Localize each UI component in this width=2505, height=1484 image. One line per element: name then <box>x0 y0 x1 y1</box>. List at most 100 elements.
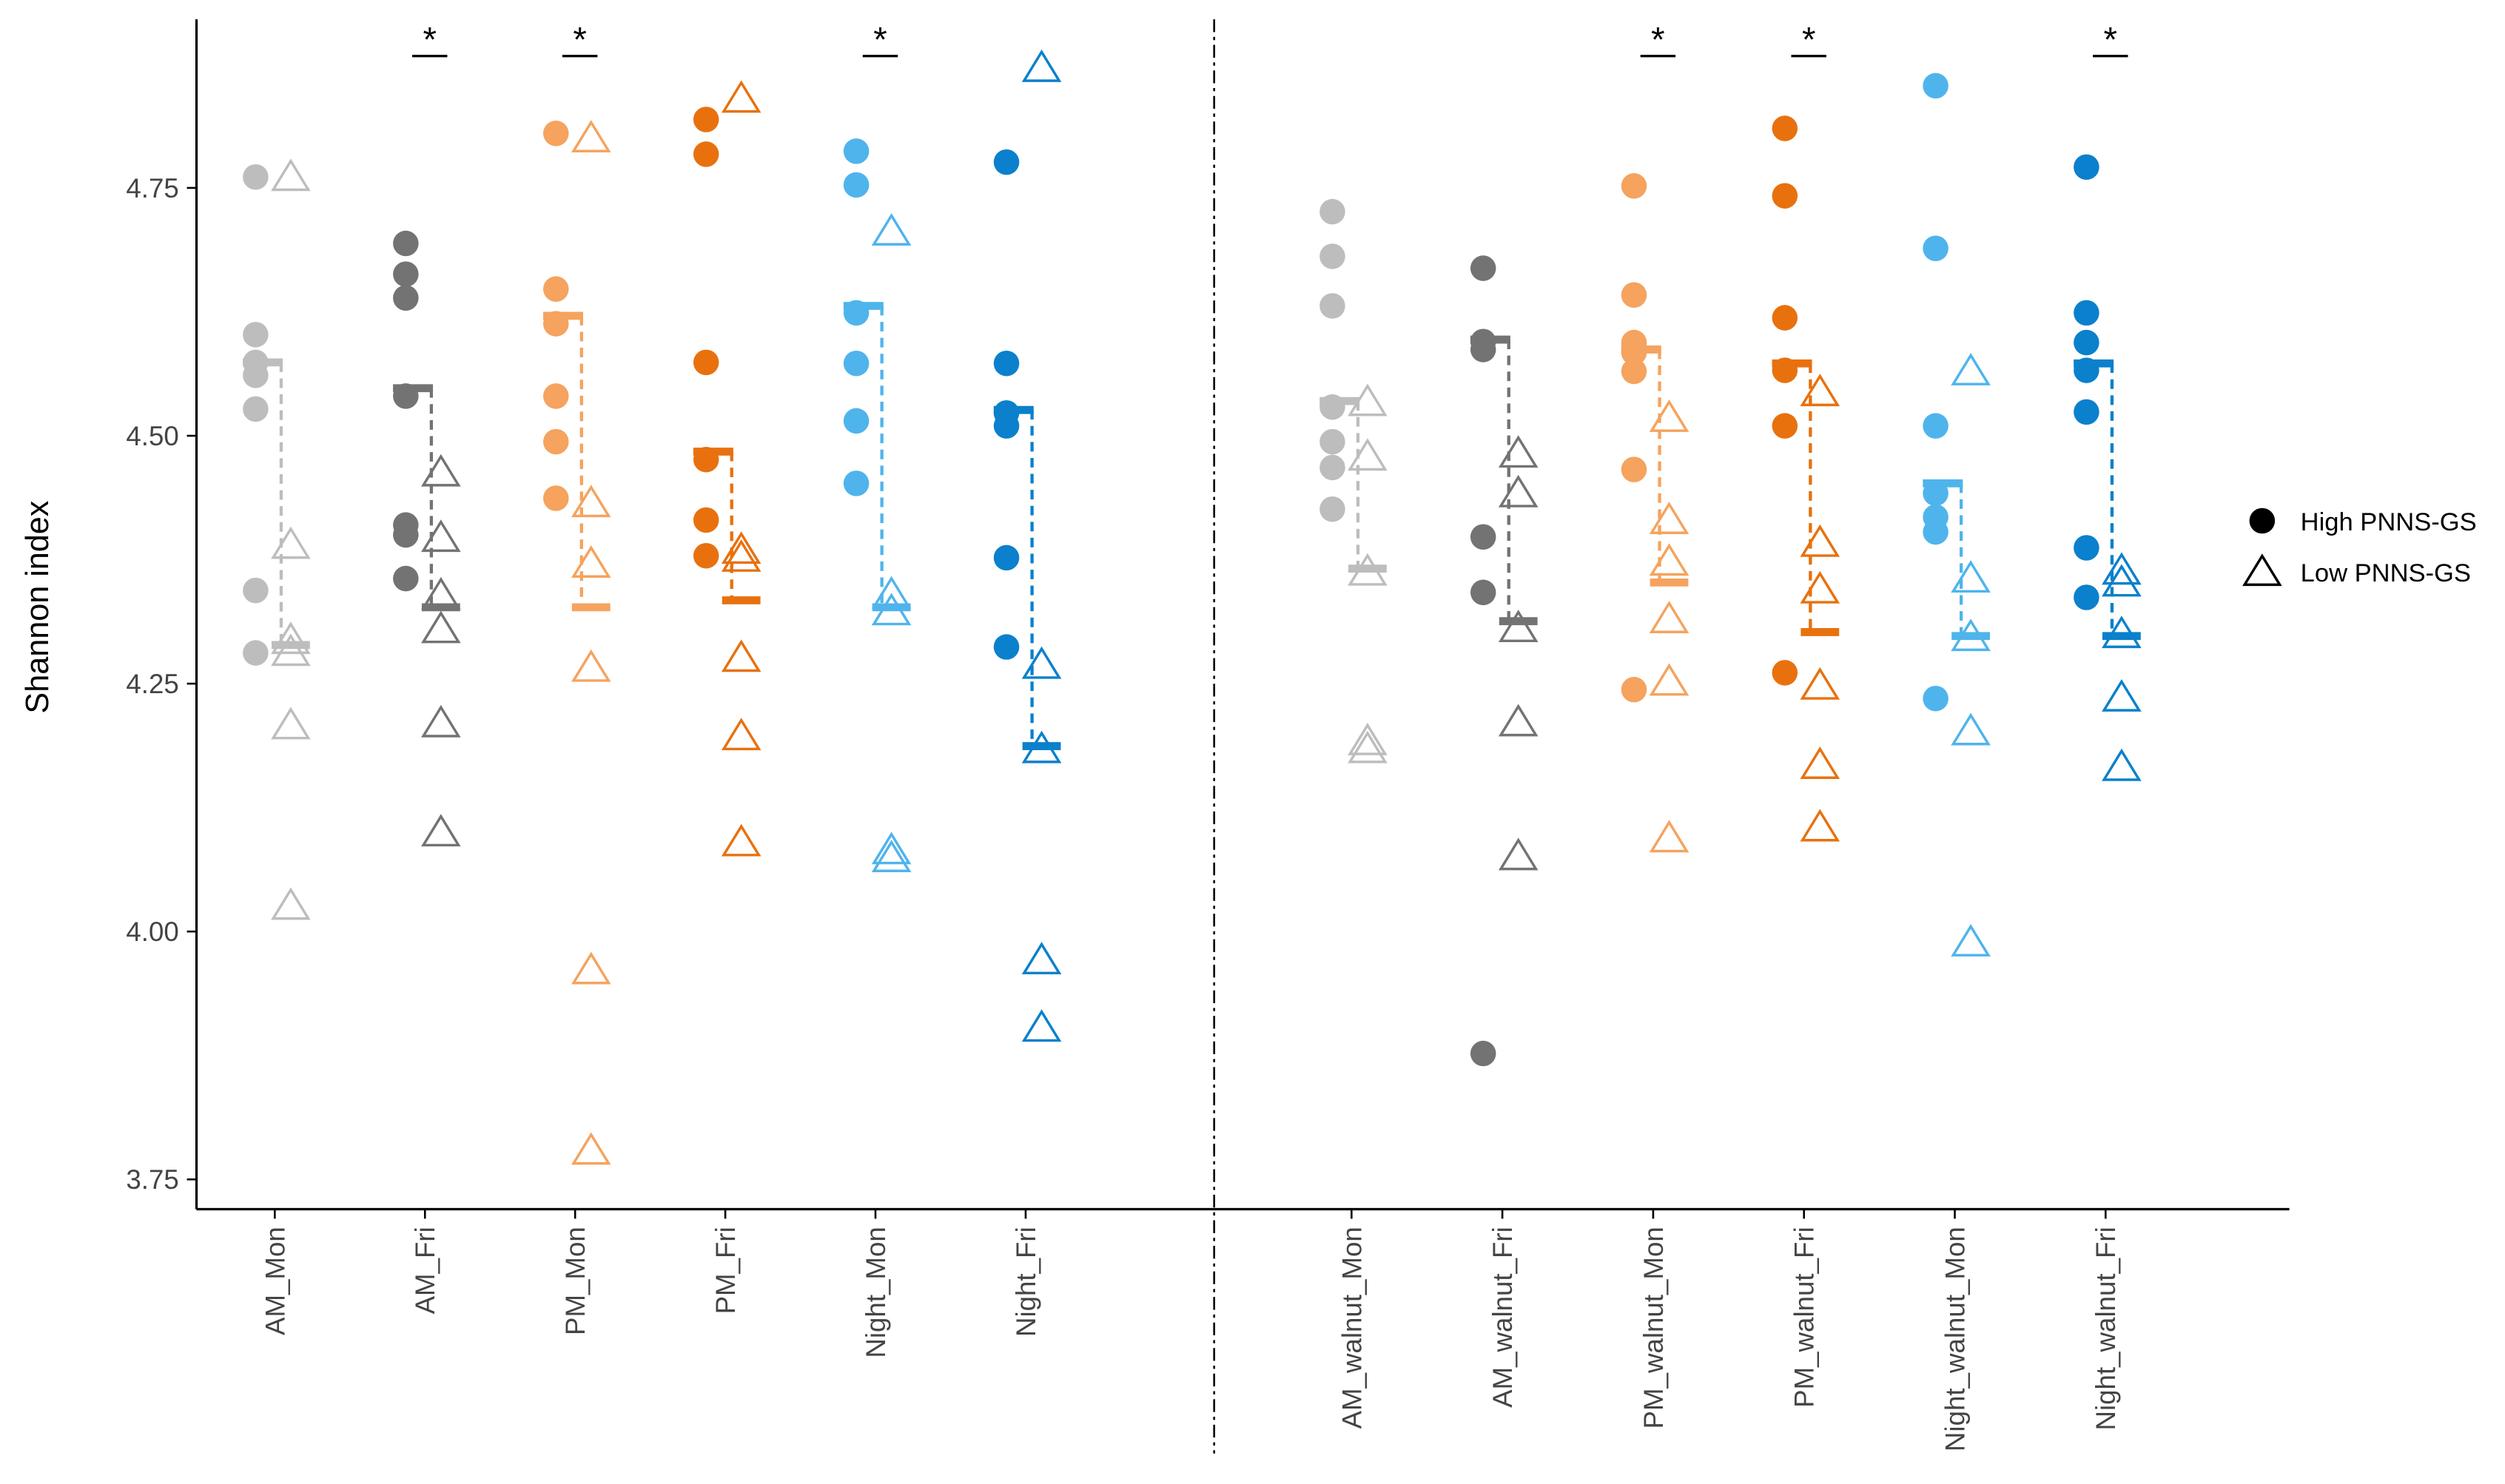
point-low <box>1021 942 1062 975</box>
point-high <box>243 163 269 190</box>
point-high <box>843 172 870 198</box>
point-high <box>1923 72 1948 99</box>
point-low <box>571 545 611 578</box>
point-low <box>271 633 311 667</box>
legend-label: Low PNNS-GS <box>2301 559 2471 587</box>
point-high <box>2074 584 2099 610</box>
point-low <box>1348 722 1388 755</box>
significance-star: * <box>2104 20 2117 59</box>
point-high <box>393 230 419 257</box>
point-low <box>721 80 761 113</box>
point-high <box>1319 198 1345 225</box>
point-low <box>1498 474 1539 507</box>
legend-marker <box>2249 507 2276 534</box>
point-high <box>693 542 719 569</box>
x-tick-label: AM_walnut_Mon <box>1336 1227 1367 1429</box>
point-low <box>421 814 461 847</box>
point-low <box>1649 543 1689 576</box>
point-low <box>571 120 611 152</box>
point-high <box>2074 300 2099 326</box>
point-high <box>993 149 1020 175</box>
point-low <box>271 621 311 655</box>
point-high <box>843 471 870 496</box>
point-low <box>1498 837 1539 871</box>
point-high <box>1621 282 1647 308</box>
point-low <box>271 526 311 559</box>
y-tick-label: 4.75 <box>126 173 178 203</box>
y-tick-label: 3.75 <box>126 1164 178 1195</box>
point-low <box>871 840 912 872</box>
x-tick-label: AM_walnut_Fri <box>1487 1227 1518 1408</box>
significance-star: * <box>1651 20 1664 59</box>
point-high <box>1470 579 1496 606</box>
point-high <box>1772 115 1798 141</box>
point-high <box>1319 454 1345 481</box>
point-high <box>1772 413 1798 439</box>
point-low <box>421 704 461 738</box>
point-low <box>1951 560 1991 593</box>
point-low <box>1951 924 1991 957</box>
point-low <box>721 531 761 564</box>
x-tick-label: PM_Mon <box>560 1227 591 1335</box>
point-low <box>421 610 461 644</box>
point-low <box>1649 820 1689 853</box>
point-low <box>871 213 912 246</box>
point-high <box>243 396 269 422</box>
point-low <box>271 887 311 920</box>
point-high <box>993 350 1020 377</box>
point-low <box>721 639 761 672</box>
x-tick-label: Night_walnut_Mon <box>1940 1227 1970 1451</box>
point-high <box>542 485 569 511</box>
point-high <box>542 276 569 302</box>
point-high <box>693 141 719 167</box>
x-tick-label: AM_Fri <box>410 1227 440 1314</box>
point-high <box>1319 293 1345 319</box>
point-low <box>1800 524 1840 557</box>
legend-label: High PNNS-GS <box>2301 508 2477 536</box>
point-low <box>1021 49 1062 82</box>
point-low <box>2102 552 2142 585</box>
point-high <box>993 413 1020 439</box>
y-tick-label: 4.25 <box>126 669 178 699</box>
significance-star: * <box>1802 20 1815 59</box>
point-high <box>1470 255 1496 281</box>
point-low <box>1498 435 1539 468</box>
x-tick-label: PM_walnut_Mon <box>1638 1227 1669 1429</box>
point-low <box>721 718 761 751</box>
point-high <box>1470 1040 1496 1067</box>
significance-star: * <box>573 20 586 59</box>
point-low <box>571 1132 611 1165</box>
point-low <box>721 823 761 857</box>
point-low <box>1649 663 1689 696</box>
point-low <box>1348 730 1388 763</box>
y-axis-label: Shannon index <box>20 500 56 713</box>
point-low <box>871 576 912 609</box>
point-high <box>693 107 719 132</box>
point-high <box>843 138 870 164</box>
point-high <box>1319 243 1345 269</box>
point-low <box>1800 667 1840 700</box>
point-low <box>1649 502 1689 534</box>
point-low <box>1348 438 1388 471</box>
point-low <box>1021 1009 1062 1042</box>
point-low <box>1649 601 1689 633</box>
point-high <box>542 428 569 455</box>
point-low <box>2102 564 2142 597</box>
x-tick-label: PM_Fri <box>710 1227 741 1314</box>
point-low <box>571 951 611 985</box>
point-high <box>1923 685 1948 712</box>
point-low <box>1649 399 1689 432</box>
x-tick-label: PM_walnut_Fri <box>1789 1227 1820 1408</box>
point-low <box>1951 712 1991 746</box>
point-high <box>1621 173 1647 199</box>
point-low <box>571 485 611 518</box>
point-low <box>721 539 761 572</box>
point-high <box>393 565 419 592</box>
point-low <box>1498 704 1539 737</box>
point-high <box>993 544 1020 571</box>
point-low <box>571 649 611 682</box>
point-high <box>1772 183 1798 209</box>
point-high <box>393 285 419 311</box>
